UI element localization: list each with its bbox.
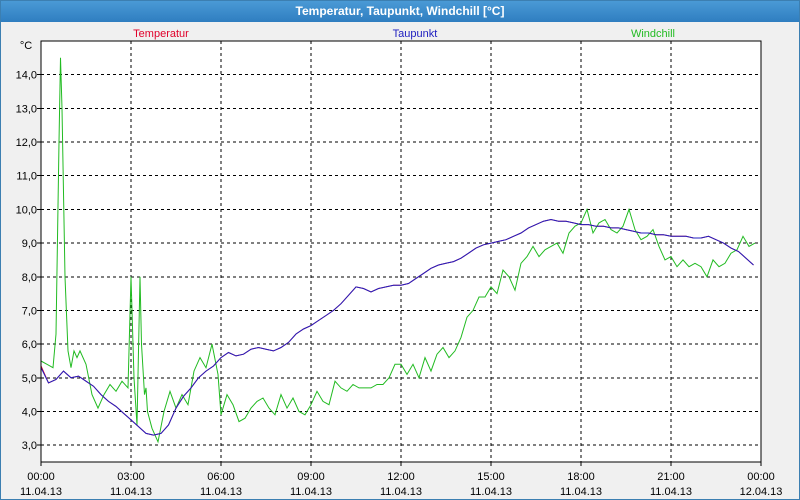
series-line-taupunkt (40, 218, 754, 436)
x-tick-time: 18:00 (567, 471, 595, 483)
grid (41, 41, 761, 462)
x-tick-time: 21:00 (657, 471, 685, 483)
x-tick-date: 11.04.13 (20, 486, 62, 498)
x-tick-date: 11.04.13 (650, 486, 692, 498)
x-tick-time: 00:00 (27, 471, 55, 483)
x-tick-date: 11.04.13 (470, 486, 512, 498)
y-tick-label: 14,0 (16, 70, 37, 82)
y-tick-label: 3,0 (22, 440, 37, 452)
y-tick-label: 8,0 (22, 272, 37, 284)
x-tick-date: 11.04.13 (380, 486, 422, 498)
y-tick-label: 5,0 (22, 373, 37, 385)
x-tick-time: 00:00 (747, 471, 775, 483)
x-tick-date: 11.04.13 (290, 486, 332, 498)
window-title: Temperatur, Taupunkt, Windchill [°C] (1, 1, 799, 22)
y-tick-label: 13,0 (16, 103, 37, 115)
y-axis-unit: °C (20, 40, 32, 52)
legend-windchill: Windchill (631, 28, 675, 40)
y-tick-label: 12,0 (16, 137, 37, 149)
y-tick-label: 6,0 (22, 339, 37, 351)
y-tick-label: 10,0 (16, 204, 37, 216)
x-tick-time: 09:00 (297, 471, 325, 483)
labels: 3,0 4,0 5,0 6,0 7,0 8,0 9,0 10,0 11,0 12,0 13,0 14,… (16, 28, 783, 498)
y-tick-label: 4,0 (22, 406, 37, 418)
x-tick-time: 15:00 (477, 471, 505, 483)
legend-taupunkt: Taupunkt (393, 28, 438, 40)
x-tick-time: 06:00 (207, 471, 235, 483)
series-lines (40, 57, 756, 444)
legend-temperatur: Temperatur (133, 28, 189, 40)
y-tick-label: 9,0 (22, 238, 37, 250)
series-line-windchill (40, 57, 756, 444)
x-tick-date: 12.04.13 (740, 486, 783, 498)
y-tick-label: 11,0 (16, 171, 37, 183)
x-tick-time: 03:00 (117, 471, 145, 483)
x-tick-date: 11.04.13 (110, 486, 152, 498)
plot-border (40, 40, 762, 463)
chart-canvas: 3,0 4,0 5,0 6,0 7,0 8,0 9,0 10,0 11,0 12,0 13,0 14,… (16, 28, 783, 498)
x-tick-date: 11.04.13 (560, 486, 602, 498)
x-tick-date: 11.04.13 (200, 486, 242, 498)
x-tick-time: 12:00 (387, 471, 415, 483)
y-tick-label: 7,0 (22, 305, 37, 317)
axes (37, 40, 762, 466)
